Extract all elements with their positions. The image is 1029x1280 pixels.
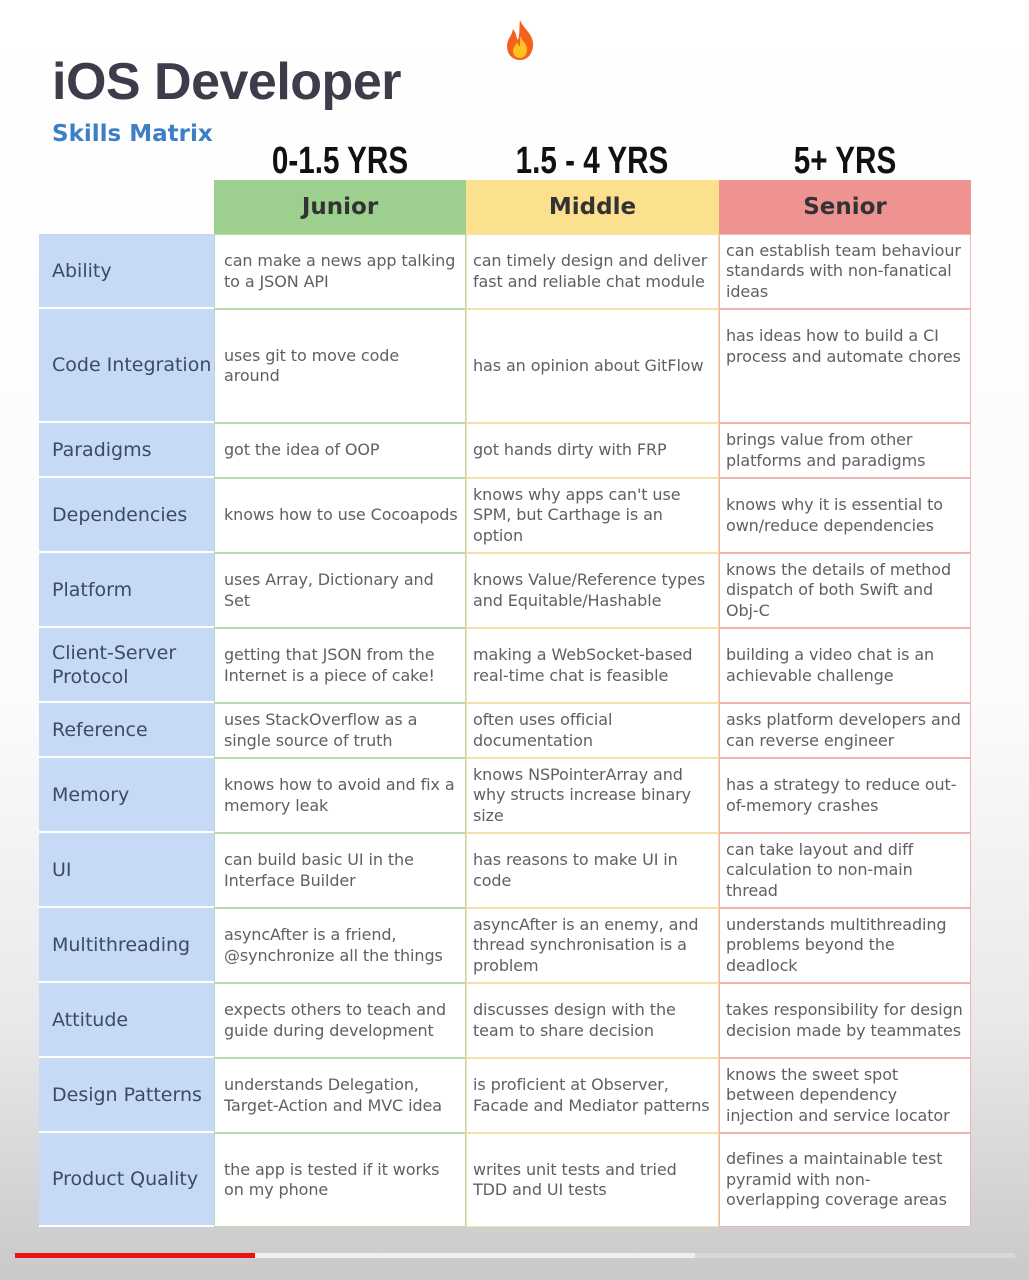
page-title: iOS Developer xyxy=(52,53,401,111)
cell-product-quality-junior: the app is tested if it works on my phon… xyxy=(214,1133,466,1227)
row-label-ability: Ability xyxy=(39,234,214,309)
cell-product-quality-senior: defines a maintainable test pyramid with… xyxy=(719,1133,971,1227)
cell-platform-junior: uses Array, Dictionary and Set xyxy=(214,553,466,628)
cell-attitude-senior: takes responsibility for design decision… xyxy=(719,983,971,1058)
cell-multithreading-junior: asyncAfter is a friend, @synchronize all… xyxy=(214,908,466,983)
row-label-multithreading: Multithreading xyxy=(39,908,214,983)
experience-middle: 1.5 - 4 YRS xyxy=(515,140,669,182)
cell-paradigms-middle: got hands dirty with FRP xyxy=(466,423,719,478)
fire-icon xyxy=(507,20,534,60)
cell-reference-senior: asks platform developers and can reverse… xyxy=(719,703,971,758)
cell-memory-junior: knows how to avoid and fix a memory leak xyxy=(214,758,466,833)
cell-ui-middle: has reasons to make UI in code xyxy=(466,833,719,908)
row-label-ui: UI xyxy=(39,833,214,908)
cell-code-integration-middle: has an opinion about GitFlow xyxy=(466,309,719,423)
cell-dependencies-senior: knows why it is essential to own/reduce … xyxy=(719,478,971,553)
cell-memory-senior: has a strategy to reduce out-of-memory c… xyxy=(719,758,971,833)
cell-multithreading-senior: understands multithreading problems beyo… xyxy=(719,908,971,983)
cell-client-server-protocol-junior: getting that JSON from the Internet is a… xyxy=(214,628,466,703)
column-header-senior: Senior xyxy=(719,180,971,234)
experience-junior: 0-1.5 YRS xyxy=(271,140,409,182)
cell-reference-middle: often uses official documentation xyxy=(466,703,719,758)
cell-code-integration-junior: uses git to move code around xyxy=(214,309,466,423)
cell-client-server-protocol-senior: building a video chat is an achievable c… xyxy=(719,628,971,703)
cell-paradigms-junior: got the idea of OOP xyxy=(214,423,466,478)
column-header-middle: Middle xyxy=(466,180,719,234)
row-label-design-patterns: Design Patterns xyxy=(39,1058,214,1133)
cell-memory-middle: knows NSPointerArray and why structs inc… xyxy=(466,758,719,833)
matrix-corner xyxy=(39,180,214,234)
video-progress-bar[interactable] xyxy=(15,1253,1015,1258)
cell-ui-junior: can build basic UI in the Interface Buil… xyxy=(214,833,466,908)
cell-ability-middle: can timely design and deliver fast and r… xyxy=(466,234,719,309)
cell-ui-senior: can take layout and diff calculation to … xyxy=(719,833,971,908)
cell-platform-senior: knows the details of method dispatch of … xyxy=(719,553,971,628)
row-label-attitude: Attitude xyxy=(39,983,214,1058)
cell-code-integration-senior: has ideas how to build a CI process and … xyxy=(719,309,971,423)
cell-paradigms-senior: brings value from other platforms and pa… xyxy=(719,423,971,478)
row-label-client-server-protocol: Client-Server Protocol xyxy=(39,628,214,703)
cell-design-patterns-junior: understands Delegation, Target-Action an… xyxy=(214,1058,466,1133)
video-progress-buffered xyxy=(255,1253,695,1258)
row-label-memory: Memory xyxy=(39,758,214,833)
cell-client-server-protocol-middle: making a WebSocket-based real-time chat … xyxy=(466,628,719,703)
cell-attitude-junior: expects others to teach and guide during… xyxy=(214,983,466,1058)
row-label-reference: Reference xyxy=(39,703,214,758)
row-label-paradigms: Paradigms xyxy=(39,423,214,478)
cell-design-patterns-senior: knows the sweet spot between dependency … xyxy=(719,1058,971,1133)
row-label-platform: Platform xyxy=(39,553,214,628)
experience-senior: 5+ YRS xyxy=(793,140,897,182)
row-label-code-integration: Code Integration xyxy=(39,309,214,423)
cell-dependencies-junior: knows how to use Cocoapods xyxy=(214,478,466,553)
cell-attitude-middle: discusses design with the team to share … xyxy=(466,983,719,1058)
cell-design-patterns-middle: is proficient at Observer, Facade and Me… xyxy=(466,1058,719,1133)
video-progress-played xyxy=(15,1253,255,1258)
skills-matrix: Junior Middle Senior Ability can make a … xyxy=(39,180,971,1227)
cell-dependencies-middle: knows why apps can't use SPM, but Cartha… xyxy=(466,478,719,553)
cell-ability-junior: can make a news app talking to a JSON AP… xyxy=(214,234,466,309)
page-subtitle: Skills Matrix xyxy=(52,121,213,147)
cell-multithreading-middle: asyncAfter is an enemy, and thread synch… xyxy=(466,908,719,983)
cell-reference-junior: uses StackOverflow as a single source of… xyxy=(214,703,466,758)
column-header-junior: Junior xyxy=(214,180,466,234)
cell-ability-senior: can establish team behaviour standards w… xyxy=(719,234,971,309)
row-label-product-quality: Product Quality xyxy=(39,1133,214,1227)
row-label-dependencies: Dependencies xyxy=(39,478,214,553)
cell-platform-middle: knows Value/Reference types and Equitabl… xyxy=(466,553,719,628)
cell-product-quality-middle: writes unit tests and tried TDD and UI t… xyxy=(466,1133,719,1227)
